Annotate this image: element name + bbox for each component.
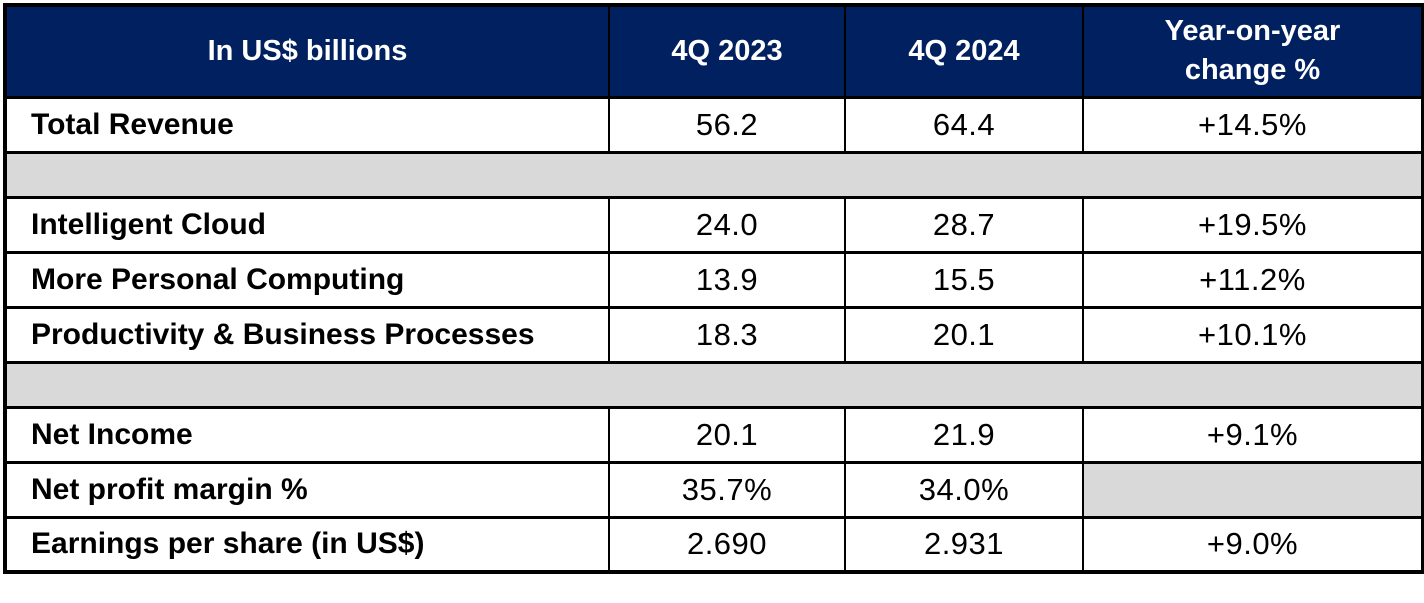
value-4q2023: 13.9 [608, 250, 846, 309]
header-4q-2024: 4Q 2024 [844, 3, 1084, 99]
table-row-earnings-per-share: Earnings per share (in US$) 2.690 2.931 … [4, 515, 1424, 574]
value-yoy: +19.5% [1082, 195, 1424, 254]
value-yoy: +10.1% [1082, 305, 1424, 364]
value-yoy: +11.2% [1082, 250, 1424, 309]
row-label: Productivity & Business Processes [4, 305, 610, 364]
header-row: In US$ billions 4Q 2023 4Q 2024 Year-on-… [4, 3, 1424, 99]
value-yoy: +14.5% [1082, 95, 1424, 154]
table-row-intelligent-cloud: Intelligent Cloud 24.0 28.7 +19.5% [4, 195, 1424, 254]
header-yoy-change-label: Year-on-year change % [1164, 15, 1341, 87]
value-4q2024: 2.931 [844, 515, 1084, 574]
quarterly-results-table: In US$ billions 4Q 2023 4Q 2024 Year-on-… [3, 3, 1424, 574]
row-label: Earnings per share (in US$) [4, 515, 610, 574]
value-4q2023: 24.0 [608, 195, 846, 254]
value-yoy: +9.1% [1082, 405, 1424, 464]
value-4q2024: 64.4 [844, 95, 1084, 154]
value-4q2023: 20.1 [608, 405, 846, 464]
spacer-row [5, 360, 1423, 409]
table-row-more-personal-computing: More Personal Computing 13.9 15.5 +11.2% [4, 250, 1424, 309]
table-row-productivity-business-processes: Productivity & Business Processes 18.3 2… [4, 305, 1424, 364]
value-4q2023: 2.690 [608, 515, 846, 574]
header-metric-label: In US$ billions [4, 3, 610, 99]
value-4q2023: 18.3 [608, 305, 846, 364]
table-row-total-revenue: Total Revenue 56.2 64.4 +14.5% [4, 95, 1424, 154]
row-label: Intelligent Cloud [4, 195, 610, 254]
value-4q2024: 21.9 [844, 405, 1084, 464]
row-label: Net Income [4, 405, 610, 464]
row-label: Net profit margin % [4, 460, 610, 519]
value-4q2023: 35.7% [608, 460, 846, 519]
table-row-net-income: Net Income 20.1 21.9 +9.1% [4, 405, 1424, 464]
value-yoy-blank [1082, 460, 1424, 519]
value-4q2024: 15.5 [844, 250, 1084, 309]
value-4q2024: 34.0% [844, 460, 1084, 519]
value-4q2024: 20.1 [844, 305, 1084, 364]
spacer-cell [5, 150, 1423, 199]
header-4q-2023: 4Q 2023 [608, 3, 846, 99]
row-label: Total Revenue [4, 95, 610, 154]
value-4q2023: 56.2 [608, 95, 846, 154]
value-yoy: +9.0% [1082, 515, 1424, 574]
spacer-row [5, 150, 1423, 199]
table-row-net-profit-margin: Net profit margin % 35.7% 34.0% [4, 460, 1424, 519]
spacer-cell [5, 360, 1423, 409]
value-4q2024: 28.7 [844, 195, 1084, 254]
header-yoy-change: Year-on-year change % [1082, 3, 1424, 99]
row-label: More Personal Computing [4, 250, 610, 309]
